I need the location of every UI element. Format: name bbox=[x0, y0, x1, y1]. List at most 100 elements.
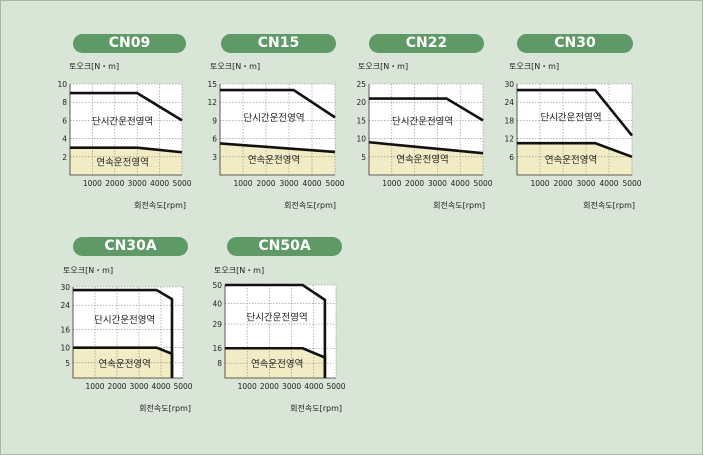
short-time-region-label: 단시간운전영역 bbox=[92, 116, 153, 127]
y-tick-label: 30 bbox=[60, 283, 70, 292]
x-tick-label: 2000 bbox=[105, 179, 124, 188]
y-tick-label: 50 bbox=[212, 281, 222, 290]
model-title-pill: CN50A bbox=[227, 237, 342, 256]
continuous-region-label: 연속운전영역 bbox=[96, 157, 148, 168]
y-tick-label: 12 bbox=[504, 135, 514, 144]
continuous-region-label: 연속운전영역 bbox=[98, 359, 150, 370]
continuous-region-label: 연속운전영역 bbox=[248, 155, 300, 166]
y-tick-label: 18 bbox=[504, 116, 514, 125]
y-tick-label: 5 bbox=[65, 359, 70, 368]
continuous-torque-curve bbox=[368, 140, 484, 155]
short-time-region-label: 단시간운전영역 bbox=[243, 113, 304, 124]
x-axis-label: 회전속도[rpm] bbox=[284, 201, 336, 210]
y-tick-label: 40 bbox=[212, 300, 222, 309]
x-tick-label: 2000 bbox=[405, 179, 424, 188]
x-tick-label: 5000 bbox=[173, 382, 192, 391]
y-axis-label: 토오크[N・m] bbox=[210, 62, 261, 71]
short-time-region-label: 단시간운전영역 bbox=[247, 313, 308, 324]
y-tick-label: 12 bbox=[207, 98, 217, 107]
y-tick-label: 6 bbox=[62, 116, 67, 125]
axes bbox=[72, 287, 183, 379]
short-time-torque-curve bbox=[220, 88, 336, 119]
continuous-region-fill bbox=[70, 147, 182, 175]
continuous-region-fill bbox=[225, 348, 325, 378]
x-tick-label: 4000 bbox=[599, 179, 618, 188]
x-tick-label: 4000 bbox=[151, 382, 170, 391]
y-tick-label: 4 bbox=[62, 135, 67, 144]
model-title-pill: CN30 bbox=[517, 34, 633, 53]
y-tick-label: 9 bbox=[212, 116, 217, 125]
y-axis-label: 토오크[N・m] bbox=[358, 62, 409, 71]
y-tick-label: 16 bbox=[212, 344, 222, 353]
continuous-torque-curve bbox=[70, 146, 183, 154]
x-tick-label: 1000 bbox=[238, 382, 257, 391]
y-tick-label: 24 bbox=[504, 98, 514, 107]
y-tick-label: 10 bbox=[57, 80, 67, 89]
x-tick-label: 1000 bbox=[382, 179, 401, 188]
short-time-torque-curve bbox=[369, 97, 484, 122]
short-time-region-label: 단시간운전영역 bbox=[94, 315, 155, 326]
y-axis-label: 토오크[N・m] bbox=[214, 266, 265, 275]
y-tick-label: 25 bbox=[356, 80, 366, 89]
x-tick-label: 3000 bbox=[279, 179, 298, 188]
y-tick-label: 10 bbox=[356, 135, 366, 144]
x-tick-label: 4000 bbox=[150, 179, 169, 188]
x-axis-label: 회전속도[rpm] bbox=[290, 404, 342, 413]
axes bbox=[69, 84, 182, 176]
x-tick-label: 5000 bbox=[326, 382, 345, 391]
x-tick-label: 4000 bbox=[451, 179, 470, 188]
x-tick-label: 1000 bbox=[83, 179, 102, 188]
x-tick-label: 1000 bbox=[530, 179, 549, 188]
axes bbox=[219, 84, 335, 176]
model-title-pill: CN22 bbox=[369, 34, 484, 53]
y-tick-label: 30 bbox=[504, 80, 514, 89]
x-tick-label: 3000 bbox=[282, 382, 301, 391]
axes bbox=[368, 84, 483, 176]
short-time-torque-curve bbox=[70, 91, 183, 122]
continuous-torque-curve bbox=[219, 142, 336, 154]
x-axis-label: 회전속도[rpm] bbox=[583, 201, 635, 210]
y-tick-label: 29 bbox=[212, 320, 222, 329]
y-tick-label: 24 bbox=[60, 301, 70, 310]
model-title-pill: CN15 bbox=[221, 34, 336, 53]
y-tick-label: 8 bbox=[62, 98, 67, 107]
continuous-torque-curve bbox=[225, 346, 327, 378]
continuous-region-label: 연속운전영역 bbox=[545, 155, 597, 166]
continuous-region-label: 연속운전영역 bbox=[251, 359, 303, 370]
x-tick-label: 1000 bbox=[233, 179, 252, 188]
x-tick-label: 4000 bbox=[304, 382, 323, 391]
continuous-torque-curve bbox=[517, 141, 633, 159]
y-tick-label: 3 bbox=[212, 153, 217, 162]
y-axis-label: 토오크[N・m] bbox=[69, 62, 120, 71]
y-tick-label: 6 bbox=[212, 135, 217, 144]
x-tick-label: 1000 bbox=[85, 382, 104, 391]
axes bbox=[224, 285, 336, 379]
y-tick-label: 10 bbox=[60, 344, 70, 353]
y-tick-label: 6 bbox=[509, 153, 514, 162]
continuous-region-fill bbox=[517, 143, 632, 175]
x-axis-label: 회전속도[rpm] bbox=[139, 404, 191, 413]
x-axis-label: 회전속도[rpm] bbox=[134, 201, 186, 210]
x-tick-label: 5000 bbox=[473, 179, 492, 188]
y-axis-label: 토오크[N・m] bbox=[63, 266, 114, 275]
y-tick-label: 5 bbox=[361, 153, 366, 162]
x-tick-label: 5000 bbox=[172, 179, 191, 188]
y-tick-label: 2 bbox=[62, 153, 67, 162]
y-tick-label: 20 bbox=[356, 98, 366, 107]
short-time-region-label: 단시간운전영역 bbox=[540, 113, 601, 124]
short-time-torque-curve bbox=[225, 283, 327, 378]
x-tick-label: 3000 bbox=[128, 179, 147, 188]
x-tick-label: 3000 bbox=[129, 382, 148, 391]
axes bbox=[516, 84, 632, 176]
y-tick-label: 16 bbox=[60, 325, 70, 334]
y-tick-label: 8 bbox=[217, 359, 222, 368]
x-tick-label: 5000 bbox=[325, 179, 344, 188]
x-tick-label: 2000 bbox=[107, 382, 126, 391]
